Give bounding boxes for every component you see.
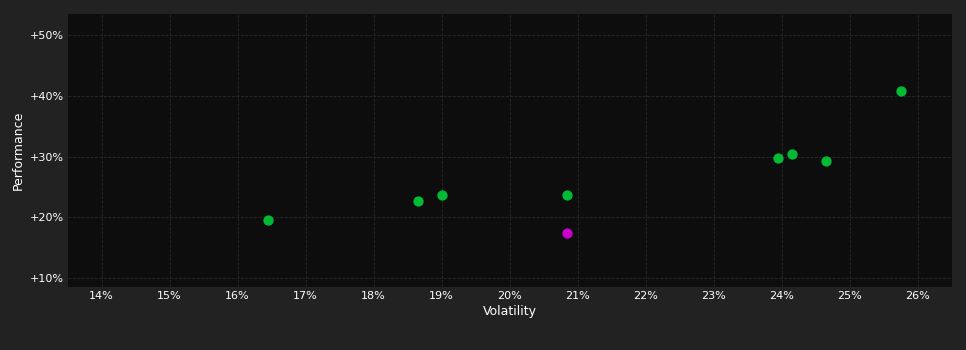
Point xyxy=(784,151,800,156)
Point xyxy=(434,193,449,198)
Point xyxy=(893,88,908,94)
Y-axis label: Performance: Performance xyxy=(13,111,25,190)
Point xyxy=(410,199,425,204)
X-axis label: Volatility: Volatility xyxy=(483,305,536,318)
Point xyxy=(559,230,575,236)
Point xyxy=(771,155,786,161)
Point xyxy=(261,217,276,223)
Point xyxy=(818,158,834,163)
Point xyxy=(559,192,575,198)
